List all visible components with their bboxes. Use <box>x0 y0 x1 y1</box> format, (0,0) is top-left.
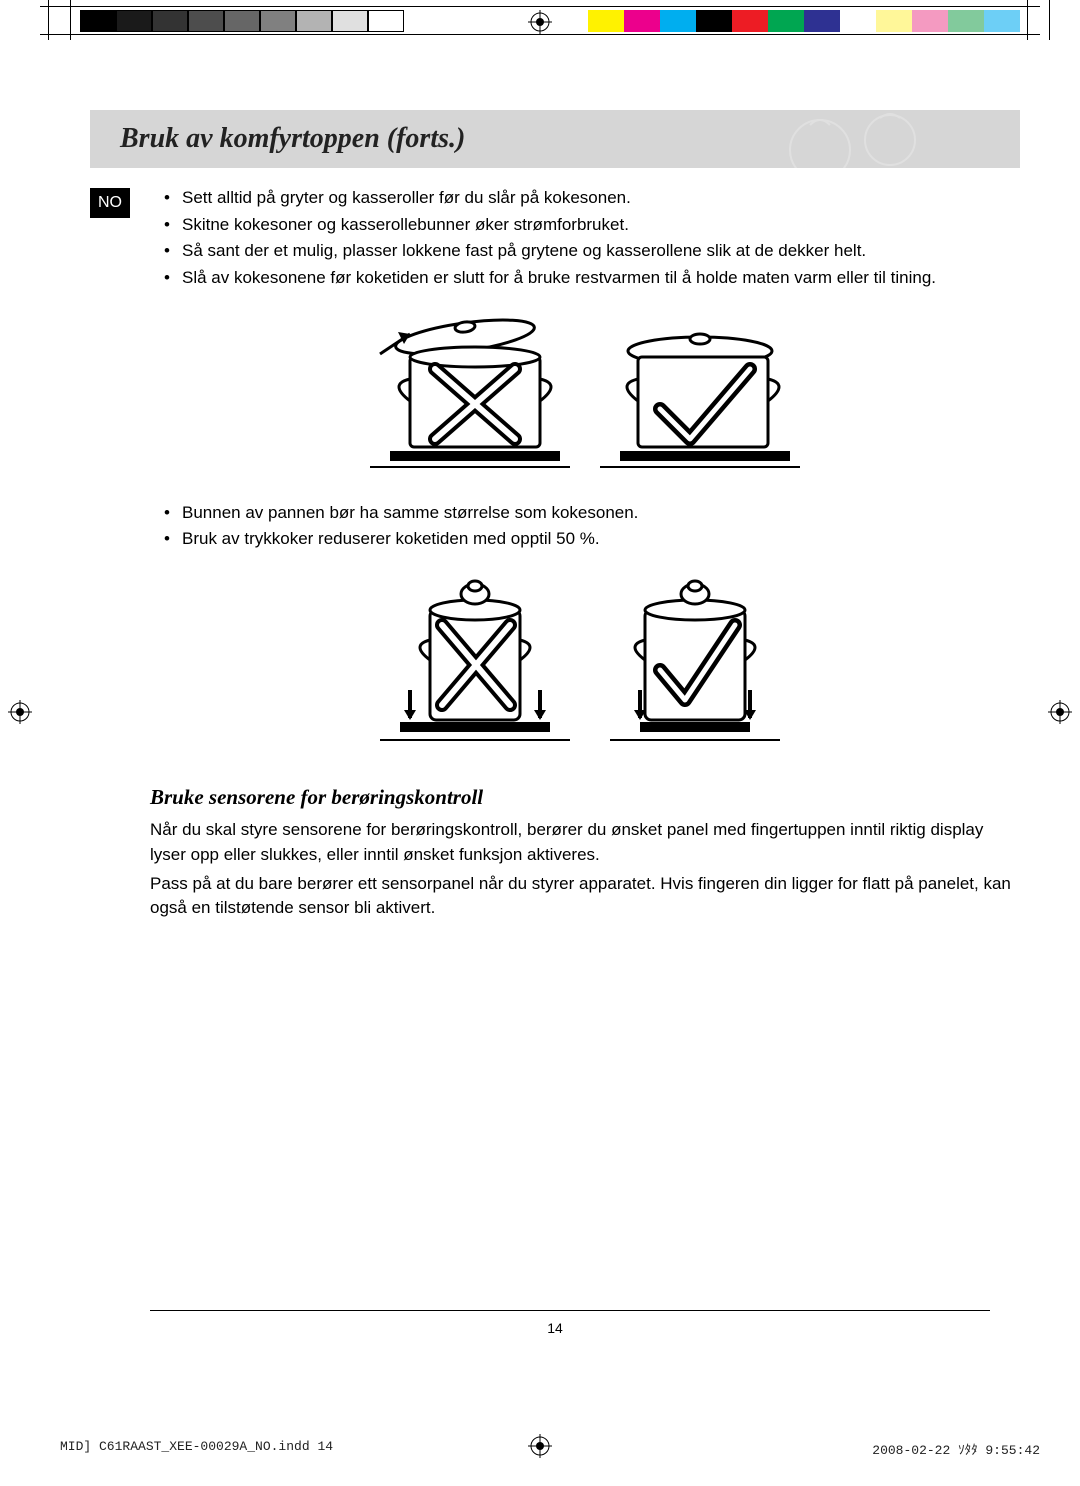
swatch <box>368 10 404 32</box>
page-title: Bruk av komfyrtoppen (forts.) <box>120 123 465 155</box>
list-item: Bunnen av pannen bør ha samme størrelse … <box>164 501 1020 526</box>
swatch <box>188 10 224 32</box>
registration-mark-icon <box>8 700 32 724</box>
swatch <box>80 10 116 32</box>
swatch <box>332 10 368 32</box>
swatch <box>912 10 948 32</box>
swatch <box>984 10 1020 32</box>
swatch <box>260 10 296 32</box>
bullet-list-2: Bunnen av pannen bør ha samme størrelse … <box>150 501 1020 552</box>
swatch <box>768 10 804 32</box>
swatch <box>948 10 984 32</box>
swatch <box>732 10 768 32</box>
swatch <box>660 10 696 32</box>
paragraph-2: Pass på at du bare berører ett sensorpan… <box>150 872 1020 921</box>
list-item: Slå av kokesonene før koketiden er slutt… <box>164 266 1020 291</box>
swatch <box>624 10 660 32</box>
swatch <box>840 10 876 32</box>
list-item: Bruk av trykkoker reduserer koketiden me… <box>164 527 1020 552</box>
list-item: Så sant der et mulig, plasser lokkene fa… <box>164 239 1020 264</box>
title-banner: Bruk av komfyrtoppen (forts.) <box>90 110 1020 168</box>
footer-rule <box>150 1310 990 1311</box>
paragraph-1: Når du skal styre sensorene for berøring… <box>150 818 1020 867</box>
pot-correct-icon <box>590 309 810 479</box>
registration-mark-icon <box>1048 700 1072 724</box>
figure-pots-size <box>150 570 1020 760</box>
footer-meta: MID] C61RAAST_XEE-00029A_NO.indd 14 2008… <box>60 1439 1040 1458</box>
swatch <box>588 10 624 32</box>
printer-color-bar <box>588 10 1020 32</box>
pan-wrong-size-icon <box>370 570 580 760</box>
language-badge: NO <box>90 188 130 218</box>
swatch <box>804 10 840 32</box>
footer-date: 2008-02-22 ｿﾀﾀ 9:55:42 <box>872 1439 1040 1458</box>
subheading: Bruke sensorene for berøringskontroll <box>150 782 1020 812</box>
figure-pots-lid <box>150 309 1020 479</box>
list-item: Skitne kokesoner og kasserollebunner øke… <box>164 213 1020 238</box>
banner-decoration-icon <box>770 110 990 168</box>
list-item: Sett alltid på gryter og kasseroller før… <box>164 186 1020 211</box>
pot-wrong-icon <box>360 309 580 479</box>
swatch <box>876 10 912 32</box>
page-number: 14 <box>90 1320 1020 1336</box>
swatch <box>152 10 188 32</box>
page-content: Bruk av komfyrtoppen (forts.) NO Sett al… <box>90 110 1020 1366</box>
swatch <box>696 10 732 32</box>
swatch <box>224 10 260 32</box>
printer-gray-bar <box>80 10 404 32</box>
registration-mark-icon <box>528 10 552 34</box>
swatch <box>296 10 332 32</box>
swatch <box>116 10 152 32</box>
footer-file: MID] C61RAAST_XEE-00029A_NO.indd 14 <box>60 1439 333 1458</box>
bullet-list-1: Sett alltid på gryter og kasseroller før… <box>150 186 1020 291</box>
pan-correct-size-icon <box>590 570 800 760</box>
